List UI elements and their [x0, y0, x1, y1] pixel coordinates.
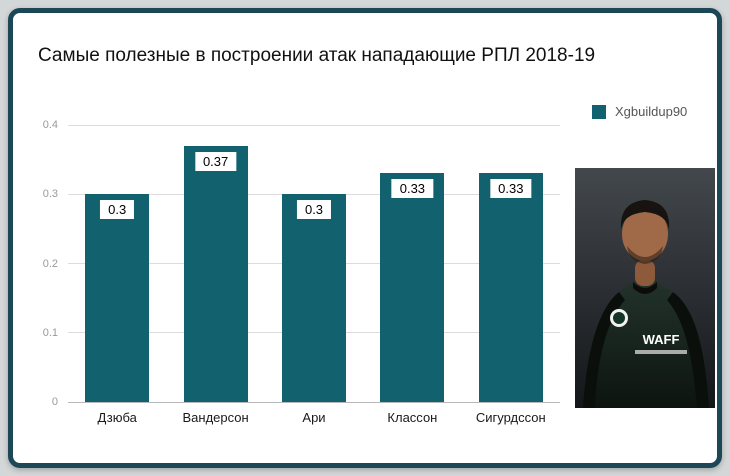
- x-axis-labels: Дзюба Вандерсон Ари Классон Сигурдссон: [68, 410, 560, 430]
- player-hair: [620, 200, 670, 230]
- y-tick-label: 0.1: [42, 326, 58, 339]
- bar: 0.33: [478, 173, 543, 402]
- chart-title: Самые полезные в построении атак нападаю…: [38, 45, 596, 66]
- bar: 0.33: [380, 173, 445, 402]
- bar: 0.37: [183, 145, 248, 402]
- player-photo: WAFF: [575, 168, 715, 408]
- y-tick-label: 0: [51, 396, 58, 408]
- jersey-sponsor-text: WAFF: [643, 332, 680, 347]
- legend: Xgbuildup90: [592, 104, 687, 119]
- bar-value-label: 0.3: [100, 200, 135, 220]
- x-tick-label: Вандерсон: [182, 410, 249, 425]
- y-tick-label: 0.2: [42, 257, 58, 270]
- x-tick-label: Классон: [387, 410, 438, 425]
- bar-value-label: 0.33: [490, 179, 532, 199]
- legend-swatch-icon: [592, 104, 606, 119]
- x-tick-label: Сигурдссон: [475, 410, 546, 425]
- legend-label: Xgbuildup90: [615, 104, 688, 119]
- y-tick-label: 0.4: [42, 119, 58, 131]
- bar-value-label: 0.33: [391, 179, 434, 199]
- bar-value-label: 0.3: [296, 200, 332, 220]
- bar-value-label: 0.37: [194, 151, 237, 171]
- x-tick-label: Дзюба: [97, 410, 137, 425]
- x-tick-label: Ари: [302, 410, 326, 425]
- bar: 0.3: [282, 194, 346, 402]
- plot-area: 0.3 0.37 0.3 0.33 0.33: [68, 124, 560, 403]
- bar: 0.3: [85, 194, 150, 402]
- gridline: [68, 124, 560, 126]
- gridline: [68, 401, 560, 403]
- y-tick-label: 0.3: [42, 188, 58, 201]
- y-axis-labels: 0 0.1 0.2 0.3 0.4: [28, 119, 62, 408]
